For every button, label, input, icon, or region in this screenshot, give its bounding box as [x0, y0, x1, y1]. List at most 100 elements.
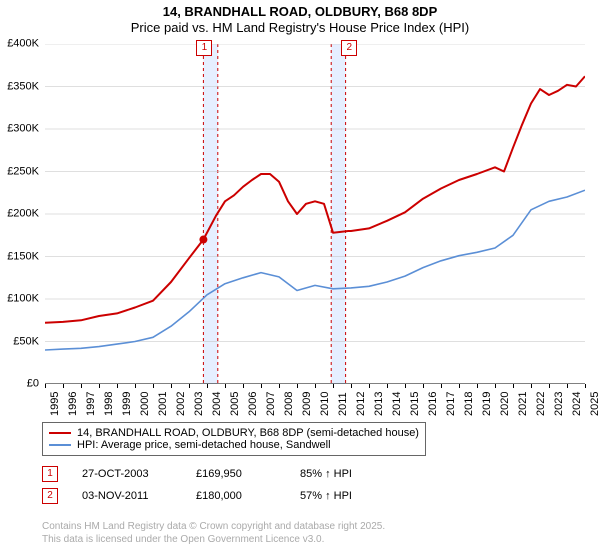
y-tick-label: £150K [0, 250, 39, 263]
x-tick [297, 384, 298, 388]
x-tick-label: 2024 [571, 392, 583, 416]
chart-title: 14, BRANDHALL ROAD, OLDBURY, B68 8DP [0, 4, 600, 19]
y-tick-label: £50K [0, 335, 39, 348]
x-tick [351, 384, 352, 388]
x-tick-label: 1999 [121, 392, 133, 416]
x-tick [387, 384, 388, 388]
x-tick-label: 1997 [85, 392, 97, 416]
chart-subtitle: Price paid vs. HM Land Registry's House … [0, 20, 600, 35]
x-tick-label: 2018 [463, 392, 475, 416]
x-tick [315, 384, 316, 388]
data-price: £169,950 [196, 468, 276, 480]
attribution-line1: Contains HM Land Registry data © Crown c… [42, 520, 385, 533]
x-tick-label: 2025 [589, 392, 600, 416]
x-tick-label: 2017 [445, 392, 457, 416]
x-tick [279, 384, 280, 388]
x-tick-label: 2019 [481, 392, 493, 416]
x-tick [135, 384, 136, 388]
data-marker: 1 [42, 466, 58, 482]
x-tick-label: 2000 [139, 392, 151, 416]
x-tick-label: 2014 [391, 392, 403, 416]
data-price: £180,000 [196, 490, 276, 502]
x-tick [99, 384, 100, 388]
x-tick-label: 2012 [355, 392, 367, 416]
chart-container: 14, BRANDHALL ROAD, OLDBURY, B68 8DP Pri… [0, 0, 600, 560]
y-tick-label: £250K [0, 165, 39, 178]
data-pct: 85% ↑ HPI [300, 468, 400, 480]
x-tick-label: 2007 [265, 392, 277, 416]
data-table: 1 27-OCT-2003 £169,950 85% ↑ HPI 2 03-NOV-201… [42, 466, 400, 510]
x-tick [549, 384, 550, 388]
y-tick-label: £0 [0, 378, 39, 391]
x-tick-label: 1996 [67, 392, 79, 416]
x-tick [189, 384, 190, 388]
x-tick [243, 384, 244, 388]
attribution: Contains HM Land Registry data © Crown c… [42, 520, 385, 546]
x-tick [153, 384, 154, 388]
legend-label: 14, BRANDHALL ROAD, OLDBURY, B68 8DP (se… [77, 427, 419, 439]
x-tick-label: 2016 [427, 392, 439, 416]
x-tick-label: 2010 [319, 392, 331, 416]
data-date: 03-NOV-2011 [82, 490, 172, 502]
x-tick-label: 2003 [193, 392, 205, 416]
plot-area [45, 44, 585, 384]
data-row: 1 27-OCT-2003 £169,950 85% ↑ HPI [42, 466, 400, 482]
x-tick [513, 384, 514, 388]
x-tick [261, 384, 262, 388]
x-tick [63, 384, 64, 388]
x-tick [423, 384, 424, 388]
x-tick-label: 1998 [103, 392, 115, 416]
x-tick [333, 384, 334, 388]
x-tick-label: 2004 [211, 392, 223, 416]
legend-label: HPI: Average price, semi-detached house,… [77, 439, 331, 451]
data-row: 2 03-NOV-2011 £180,000 57% ↑ HPI [42, 488, 400, 504]
attribution-line2: This data is licensed under the Open Gov… [42, 533, 385, 546]
x-tick [171, 384, 172, 388]
x-tick-label: 2015 [409, 392, 421, 416]
marker-dot-1 [199, 236, 207, 244]
marker-box-2: 2 [341, 40, 357, 56]
x-tick [207, 384, 208, 388]
marker-box-1: 1 [196, 40, 212, 56]
x-tick-label: 2020 [499, 392, 511, 416]
x-tick [45, 384, 46, 388]
x-tick [441, 384, 442, 388]
x-tick [225, 384, 226, 388]
x-tick [81, 384, 82, 388]
y-tick-label: £200K [0, 208, 39, 221]
x-tick-label: 2001 [157, 392, 169, 416]
x-tick [369, 384, 370, 388]
x-tick [531, 384, 532, 388]
y-tick-label: £100K [0, 293, 39, 306]
legend-item-hpi: HPI: Average price, semi-detached house,… [49, 439, 419, 451]
x-tick-label: 2022 [535, 392, 547, 416]
chart-svg [45, 44, 585, 384]
x-tick [495, 384, 496, 388]
y-tick-label: £300K [0, 123, 39, 136]
x-tick-label: 2002 [175, 392, 187, 416]
legend: 14, BRANDHALL ROAD, OLDBURY, B68 8DP (se… [42, 422, 426, 456]
x-tick [477, 384, 478, 388]
x-tick [567, 384, 568, 388]
data-marker: 2 [42, 488, 58, 504]
x-tick-label: 2013 [373, 392, 385, 416]
x-tick-label: 2021 [517, 392, 529, 416]
y-tick-label: £350K [0, 80, 39, 93]
x-tick-label: 2011 [337, 392, 349, 416]
data-date: 27-OCT-2003 [82, 468, 172, 480]
data-pct: 57% ↑ HPI [300, 490, 400, 502]
y-tick-label: £400K [0, 38, 39, 51]
x-tick-label: 2008 [283, 392, 295, 416]
x-tick [459, 384, 460, 388]
legend-swatch [49, 444, 71, 446]
x-tick-label: 2006 [247, 392, 259, 416]
legend-item-property: 14, BRANDHALL ROAD, OLDBURY, B68 8DP (se… [49, 427, 419, 439]
x-tick-label: 2005 [229, 392, 241, 416]
x-tick [117, 384, 118, 388]
x-tick [585, 384, 586, 388]
legend-swatch [49, 432, 71, 434]
x-tick-label: 1995 [49, 392, 61, 416]
x-tick-label: 2023 [553, 392, 565, 416]
x-tick [405, 384, 406, 388]
x-tick-label: 2009 [301, 392, 313, 416]
